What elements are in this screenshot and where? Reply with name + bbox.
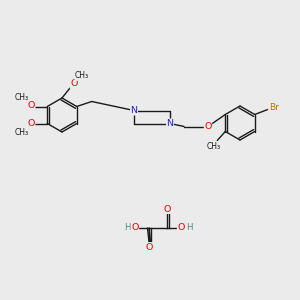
Text: H: H bbox=[186, 224, 192, 232]
Text: N: N bbox=[130, 106, 137, 115]
Text: O: O bbox=[204, 122, 212, 131]
Text: O: O bbox=[131, 224, 139, 232]
Text: CH₃: CH₃ bbox=[206, 142, 220, 151]
Text: N: N bbox=[167, 119, 173, 128]
Text: O: O bbox=[163, 205, 171, 214]
Text: CH₃: CH₃ bbox=[75, 71, 89, 80]
Text: CH₃: CH₃ bbox=[14, 128, 28, 137]
Text: O: O bbox=[177, 224, 185, 232]
Text: O: O bbox=[70, 80, 78, 88]
Text: O: O bbox=[145, 242, 153, 251]
Text: Br: Br bbox=[269, 103, 279, 112]
Text: H: H bbox=[124, 224, 130, 232]
Text: O: O bbox=[28, 101, 35, 110]
Text: CH₃: CH₃ bbox=[14, 93, 28, 102]
Text: O: O bbox=[28, 119, 35, 128]
